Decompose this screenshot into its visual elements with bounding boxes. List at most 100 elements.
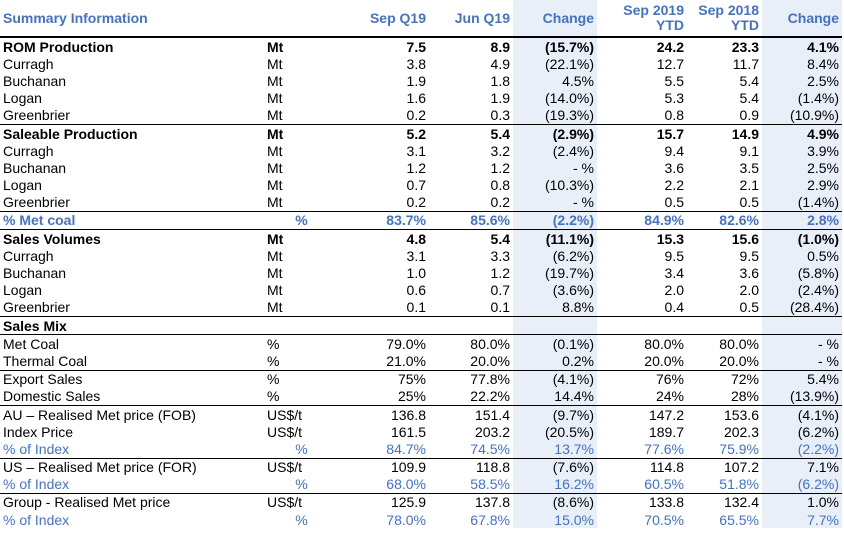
- header-sep-2019-ytd-line1: Sep 2019: [623, 2, 684, 18]
- sep-2018-ytd-cell: 28%: [730, 388, 759, 405]
- sep-2019-ytd-cell: 15.7: [597, 123, 687, 143]
- table-row: Curragh Mt 3.1 3.2 (2.4%) 9.4 9.1 3.9%: [0, 142, 842, 160]
- table-row: Logan Mt 0.6 0.7 (3.6%) 2.0 2.0 (2.4%): [0, 281, 842, 299]
- change-ytd-cell: 5.4%: [762, 369, 842, 388]
- change-ytd-cell: (1.0%): [762, 229, 842, 248]
- jun-q19-cell: 80.0%: [429, 334, 513, 353]
- jun-q19-cell: 74.5%: [470, 440, 510, 457]
- change-quarter-cell: (20.5%): [513, 423, 597, 441]
- sep-q19-cell: 0.2: [406, 194, 426, 211]
- change-quarter-cell: 16.2%: [513, 475, 597, 494]
- unit-cell: Mt: [267, 177, 283, 194]
- unit-cell: Mt: [267, 282, 283, 299]
- table-row: Sales Mix: [0, 315, 842, 335]
- jun-q19-cell: 22.2%: [470, 388, 510, 405]
- unit-cell: Mt: [267, 90, 283, 107]
- change-ytd-cell: 0.5%: [762, 247, 842, 265]
- jun-q19-cell: 118.8: [429, 457, 513, 476]
- change-ytd-cell: (5.8%): [762, 264, 842, 282]
- unit-cell: %: [267, 388, 280, 405]
- jun-q19-cell: 1.9: [490, 90, 510, 107]
- header-summary-information: Summary Information: [0, 0, 264, 38]
- sep-2019-ytd-cell: 133.8: [597, 492, 687, 512]
- unit-cell: %: [264, 369, 339, 388]
- change-quarter-cell: (6.2%): [513, 247, 597, 265]
- sep-q19-cell: 25%: [397, 388, 426, 405]
- unit-cell: US$/t: [264, 457, 339, 476]
- sep-2018-ytd-cell: 72%: [687, 369, 762, 388]
- sep-2019-ytd-cell: 114.8: [597, 457, 687, 476]
- unit-cell: US$/t: [267, 423, 303, 440]
- sep-2019-ytd-cell: [597, 315, 687, 335]
- unit-cell: %: [264, 334, 339, 353]
- row-label: AU – Realised Met price (FOB): [0, 404, 264, 424]
- row-label: Met Coal: [0, 334, 264, 353]
- jun-q19-cell: 1.2: [490, 265, 510, 282]
- change-ytd-cell: (13.9%): [762, 387, 842, 406]
- summary-information-table: Summary Information Sep Q19 Jun Q19 Chan…: [0, 0, 842, 529]
- sep-2018-ytd-cell: 14.9: [687, 123, 762, 143]
- unit-cell: %: [295, 440, 308, 457]
- sep-q19-cell: 0.7: [406, 177, 426, 194]
- row-label: Group - Realised Met price: [0, 492, 264, 512]
- jun-q19-cell: 203.2: [474, 423, 510, 440]
- jun-q19-cell: 67.8%: [470, 511, 510, 528]
- row-label: Thermal Coal: [3, 352, 88, 369]
- jun-q19-cell: 77.8%: [429, 369, 513, 388]
- sep-2019-ytd-cell: 2.0: [664, 282, 684, 299]
- unit-cell: Mt: [267, 265, 283, 282]
- sep-q19-cell: 79.0%: [339, 334, 429, 353]
- table-row: % of Index% 68.0% 58.5% 16.2% 60.5% 51.8% (6.2…: [0, 475, 842, 494]
- jun-q19-cell: 1.2: [490, 159, 510, 176]
- jun-q19-cell: 0.8: [490, 177, 510, 194]
- sep-q19-cell: 3.8: [406, 55, 426, 72]
- jun-q19-cell: 0.1: [490, 299, 510, 316]
- jun-q19-cell: 3.2: [490, 142, 510, 159]
- header-sep-2019-ytd-line2: YTD: [656, 17, 684, 33]
- sep-2019-ytd-cell: 0.8: [664, 107, 684, 124]
- unit-cell: Mt: [267, 142, 283, 159]
- sep-2018-ytd-cell: 82.6%: [687, 210, 762, 230]
- sep-q19-cell: 4.8: [339, 229, 429, 248]
- sep-q19-cell: 78.0%: [386, 511, 426, 528]
- change-ytd-cell: - %: [762, 334, 842, 353]
- sep-2019-ytd-cell: 77.6%: [644, 440, 684, 457]
- sep-q19-cell: 21.0%: [386, 352, 426, 369]
- header-sep-q19: Sep Q19: [339, 0, 429, 38]
- table-row: ROM Production Mt 7.5 8.9 (15.7%) 24.2 23.3 4.1…: [0, 36, 842, 56]
- jun-q19-cell: 1.8: [490, 72, 510, 89]
- sep-2018-ytd-cell: 11.7: [732, 55, 759, 72]
- change-ytd-cell: (2.2%): [762, 440, 842, 458]
- sep-q19-cell: 7.5: [339, 36, 429, 56]
- row-label: Logan: [3, 90, 42, 107]
- sep-2019-ytd-cell: 24.2: [597, 36, 687, 56]
- jun-q19-cell: 0.2: [490, 194, 510, 211]
- change-ytd-cell: 7.1%: [762, 457, 842, 476]
- table-row: AU – Realised Met price (FOB) US$/t 136.8 1…: [0, 404, 842, 424]
- table-row: Buchanan Mt 1.2 1.2- % 3.6 3.5 2.5%: [0, 159, 842, 177]
- sep-2018-ytd-cell: 2.1: [739, 177, 759, 194]
- header-sep-2018-ytd: Sep 2018 YTD: [687, 0, 762, 38]
- unit-cell: %: [295, 511, 308, 528]
- sep-q19-cell: 5.2: [339, 123, 429, 143]
- unit-cell: Mt: [264, 229, 339, 248]
- sep-2018-ytd-cell: [687, 315, 762, 335]
- unit-cell: Mt: [267, 194, 283, 211]
- sep-q19-cell: 75%: [339, 369, 429, 388]
- sep-2019-ytd-cell: 60.5%: [644, 476, 684, 493]
- sep-2019-ytd-cell: 80.0%: [597, 334, 687, 353]
- sep-q19-cell: 136.8: [339, 404, 429, 424]
- jun-q19-cell: 3.3: [490, 247, 510, 264]
- table-row: Logan Mt 0.7 0.8 (10.3%) 2.2 2.1 2.9%: [0, 176, 842, 194]
- row-label: % Met coal: [0, 210, 264, 230]
- change-quarter-cell: 15.0%: [513, 511, 597, 529]
- sep-2018-ytd-cell: 107.2: [687, 457, 762, 476]
- sep-2018-ytd-cell: 0.9: [739, 107, 759, 124]
- row-label: US – Realised Met price (FOR): [0, 457, 264, 476]
- change-ytd-cell: 2.9%: [762, 176, 842, 194]
- sep-2018-ytd-cell: 0.5: [739, 299, 759, 316]
- sep-2019-ytd-cell: 9.5: [664, 247, 684, 264]
- sep-q19-cell: 0.6: [406, 282, 426, 299]
- sep-q19-cell: 3.1: [406, 142, 426, 159]
- sep-2018-ytd-cell: 3.5: [739, 159, 759, 176]
